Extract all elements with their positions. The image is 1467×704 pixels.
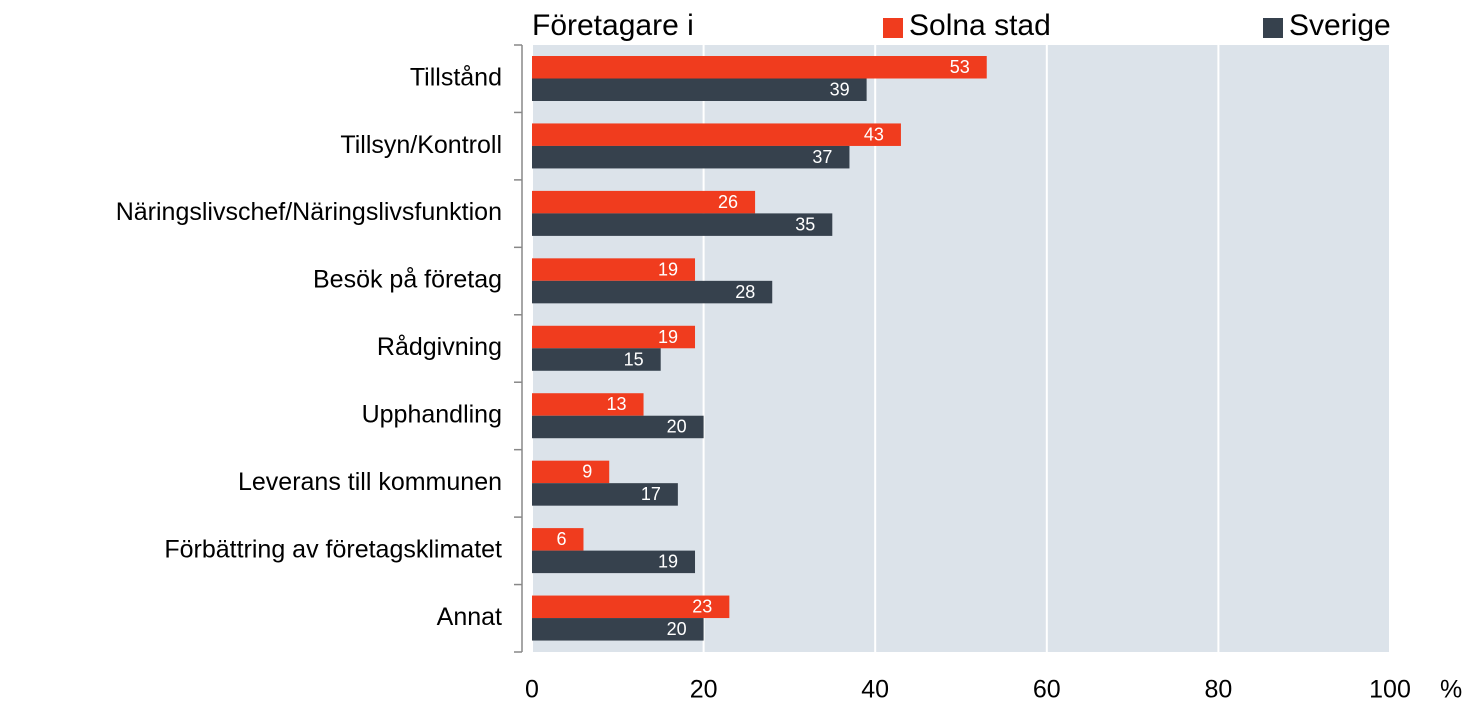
bar	[532, 258, 696, 281]
x-tick-label: 20	[690, 676, 718, 704]
bar	[532, 348, 661, 371]
data-label: 17	[641, 484, 661, 504]
y-tick-label: Förbättring av företagsklimatet	[164, 535, 502, 563]
bar	[532, 280, 773, 304]
legend-swatch	[1263, 18, 1283, 38]
x-tick-label: 100	[1369, 676, 1411, 704]
legend-swatch	[883, 18, 903, 38]
data-label: 19	[658, 327, 678, 347]
data-label: 6	[556, 529, 566, 549]
bar	[532, 213, 833, 236]
legend-label: Sverige	[1289, 9, 1391, 42]
x-axis-label: %	[1440, 676, 1462, 704]
bar	[532, 550, 696, 574]
bar	[532, 123, 901, 146]
data-label: 43	[864, 124, 884, 144]
x-tick-label: 40	[861, 676, 889, 704]
x-tick-label: 60	[1033, 676, 1061, 704]
bar	[532, 460, 610, 484]
data-label: 39	[830, 80, 850, 100]
data-label: 28	[735, 282, 755, 302]
data-label: 9	[582, 462, 592, 482]
y-tick-label: Näringslivschef/Näringslivsfunktion	[116, 198, 502, 226]
data-label: 26	[718, 192, 738, 212]
data-label: 35	[795, 214, 815, 234]
y-tick-label: Leverans till kommunen	[238, 468, 502, 496]
bar	[532, 145, 850, 169]
bar	[532, 393, 644, 416]
bar	[532, 78, 867, 101]
data-label: 19	[658, 259, 678, 279]
legend-label: Solna stad	[909, 9, 1051, 42]
y-tick-label: Tillsyn/Kontroll	[340, 131, 502, 159]
y-tick-label: Annat	[437, 603, 502, 631]
bar	[532, 618, 704, 641]
data-label: 53	[950, 57, 970, 77]
bar	[532, 528, 584, 551]
bar	[532, 56, 987, 79]
data-label: 13	[607, 394, 627, 414]
legend-title: Företagare i	[532, 9, 694, 42]
bar	[532, 415, 704, 439]
x-tick-label: 80	[1204, 676, 1232, 704]
bar	[532, 595, 730, 619]
data-label: 15	[624, 349, 644, 369]
data-label: 23	[692, 597, 712, 617]
data-label: 37	[812, 147, 832, 167]
y-tick-label: Upphandling	[362, 401, 502, 429]
bar	[532, 190, 756, 214]
y-tick-label: Besök på företag	[313, 266, 502, 294]
data-label: 20	[667, 619, 687, 639]
bar	[532, 483, 678, 506]
x-tick-label: 0	[525, 676, 539, 704]
y-tick-label: Tillstånd	[410, 63, 502, 91]
y-tick-label: Rådgivning	[377, 333, 502, 361]
data-label: 19	[658, 552, 678, 572]
data-label: 20	[667, 417, 687, 437]
bar	[532, 325, 696, 349]
